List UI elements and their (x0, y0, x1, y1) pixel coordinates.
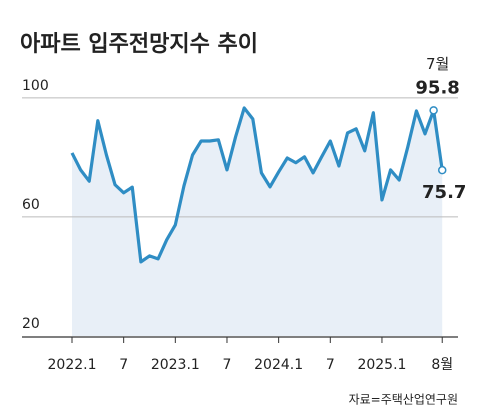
value-label: 75.7 (422, 182, 466, 203)
point-marker (429, 106, 438, 115)
source: 자료=주택산업연구원 (349, 393, 458, 407)
line (70, 106, 444, 264)
y-tick-label: 100 (22, 78, 49, 94)
chart-title: 아파트 입주전망지수 추이 (20, 32, 258, 57)
annotation: 7월 (426, 55, 449, 73)
x-tick-label: 2023.1 (151, 357, 200, 373)
area (72, 107, 443, 336)
x-tick-label: 8월 (431, 357, 453, 373)
value-label: 95.8 (415, 77, 459, 98)
y-tick-label: 60 (22, 197, 40, 213)
x-tick-label: 2025.1 (357, 357, 406, 373)
x-tick-label: 2024.1 (254, 357, 303, 373)
x-tick-label: 7 (326, 357, 335, 373)
x-tick-label: 7 (119, 357, 128, 373)
x-tick-label: 7 (223, 357, 232, 373)
x-tick-label: 2022.1 (48, 357, 97, 373)
point-marker (437, 165, 447, 175)
y-tick-label: 20 (22, 316, 40, 332)
